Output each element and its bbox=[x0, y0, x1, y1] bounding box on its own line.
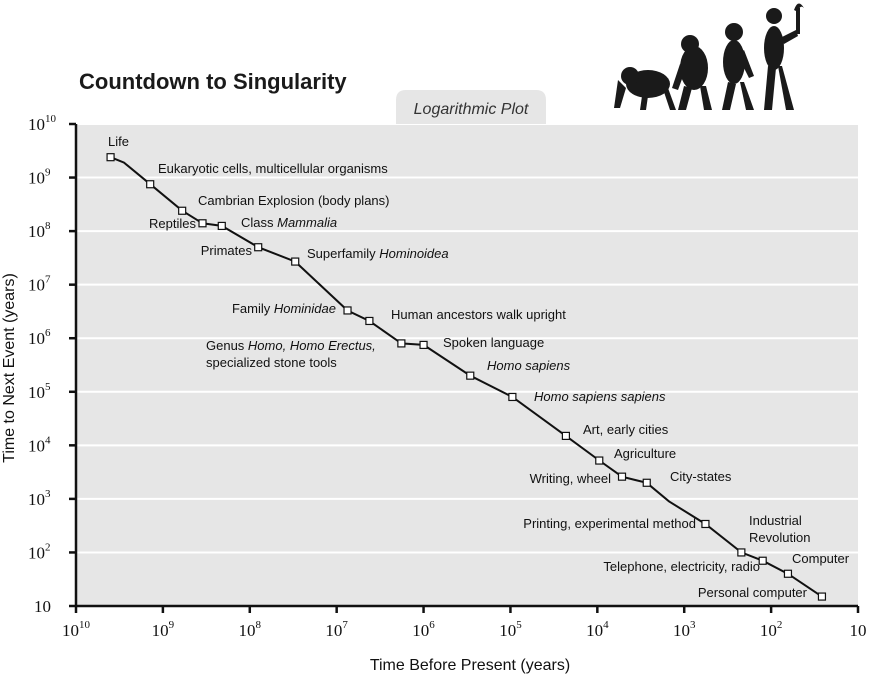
data-point bbox=[397, 339, 406, 348]
event-label: Agriculture bbox=[614, 446, 676, 461]
data-point bbox=[595, 456, 604, 465]
data-point bbox=[758, 556, 767, 565]
y-tick-label: 103 bbox=[28, 488, 51, 509]
y-tick-label: 107 bbox=[28, 274, 51, 295]
event-label: City-states bbox=[670, 469, 732, 484]
data-point bbox=[617, 472, 627, 481]
event-label: Genus Homo, Homo Erectus, bbox=[206, 338, 376, 353]
y-axis-ticks: 1010 109 108 107 106 105 104 103 102 10 bbox=[28, 113, 76, 616]
x-tick-label: 103 bbox=[673, 619, 696, 640]
y-tick-label: 109 bbox=[28, 167, 51, 188]
event-label: Reptiles bbox=[149, 216, 196, 231]
x-axis-ticks: 1010 109 108 107 106 105 104 103 102 10 bbox=[62, 606, 867, 640]
data-point bbox=[198, 219, 207, 228]
event-label: Industrial bbox=[749, 513, 802, 528]
data-point bbox=[419, 340, 428, 350]
data-point bbox=[466, 371, 475, 380]
event-label: Eukaryotic cells, multicellular organism… bbox=[158, 161, 388, 176]
event-label: Spoken language bbox=[443, 335, 544, 350]
gridlines bbox=[76, 123, 858, 554]
event-label: Family Hominidae bbox=[232, 301, 336, 316]
data-point bbox=[365, 316, 374, 326]
data-point bbox=[146, 180, 155, 189]
data-point bbox=[817, 592, 827, 601]
x-tick-label: 102 bbox=[760, 619, 783, 640]
axes bbox=[74, 124, 858, 608]
data-point bbox=[178, 206, 187, 215]
event-label: Art, early cities bbox=[583, 422, 669, 437]
plot-background bbox=[76, 124, 858, 606]
x-tick-label: 10 bbox=[850, 621, 867, 640]
human-evolution-silhouettes-icon bbox=[614, 3, 804, 110]
event-label: Revolution bbox=[749, 530, 810, 545]
data-markers bbox=[106, 153, 827, 601]
event-label: Life bbox=[108, 134, 129, 149]
data-point bbox=[737, 548, 746, 557]
data-point bbox=[343, 306, 352, 315]
y-tick-label: 104 bbox=[28, 434, 51, 455]
event-label: Telephone, electricity, radio bbox=[603, 559, 760, 574]
data-point bbox=[508, 392, 517, 402]
y-tick-label: 1010 bbox=[28, 113, 57, 134]
x-tick-label: 1010 bbox=[62, 619, 91, 640]
data-point bbox=[701, 519, 710, 529]
x-tick-label: 104 bbox=[586, 619, 609, 640]
data-point bbox=[561, 431, 571, 441]
y-tick-label: 105 bbox=[28, 381, 51, 402]
data-point bbox=[291, 257, 300, 266]
data-point bbox=[254, 243, 263, 252]
y-tick-label: 106 bbox=[28, 327, 51, 348]
event-labels: Life Eukaryotic cells, multicellular orga… bbox=[108, 134, 850, 600]
x-tick-label: 105 bbox=[499, 619, 522, 640]
chart-title: Countdown to Singularity bbox=[79, 69, 347, 94]
chart-subtitle: Logarithmic Plot bbox=[414, 101, 529, 118]
y-tick-label: 10 bbox=[34, 597, 51, 616]
event-label: Primates bbox=[201, 243, 253, 258]
event-label: Homo sapiens sapiens bbox=[534, 389, 666, 404]
x-tick-label: 109 bbox=[152, 619, 175, 640]
event-label: Class Mammalia bbox=[241, 215, 337, 230]
event-label: Cambrian Explosion (body plans) bbox=[198, 193, 389, 208]
event-label: specialized stone tools bbox=[206, 355, 337, 370]
x-tick-label: 108 bbox=[239, 619, 262, 640]
event-label: Homo sapiens bbox=[487, 358, 571, 373]
data-point bbox=[106, 153, 115, 162]
data-point bbox=[783, 569, 793, 578]
event-label: Writing, wheel bbox=[530, 471, 612, 486]
x-tick-label: 107 bbox=[325, 619, 348, 640]
event-label: Computer bbox=[792, 551, 850, 566]
y-tick-label: 102 bbox=[28, 541, 51, 562]
subtitle-tab bbox=[396, 90, 546, 124]
event-label: Personal computer bbox=[698, 585, 808, 600]
data-point bbox=[642, 478, 651, 487]
x-tick-label: 106 bbox=[412, 619, 435, 640]
event-label: Human ancestors walk upright bbox=[391, 307, 566, 322]
x-axis-title: Time Before Present (years) bbox=[370, 657, 570, 674]
event-label: Superfamily Hominoidea bbox=[307, 246, 449, 261]
event-label: Printing, experimental method bbox=[523, 516, 696, 531]
y-tick-label: 108 bbox=[28, 220, 51, 241]
y-axis-title: Time to Next Event (years) bbox=[1, 273, 18, 463]
data-point bbox=[217, 221, 226, 231]
